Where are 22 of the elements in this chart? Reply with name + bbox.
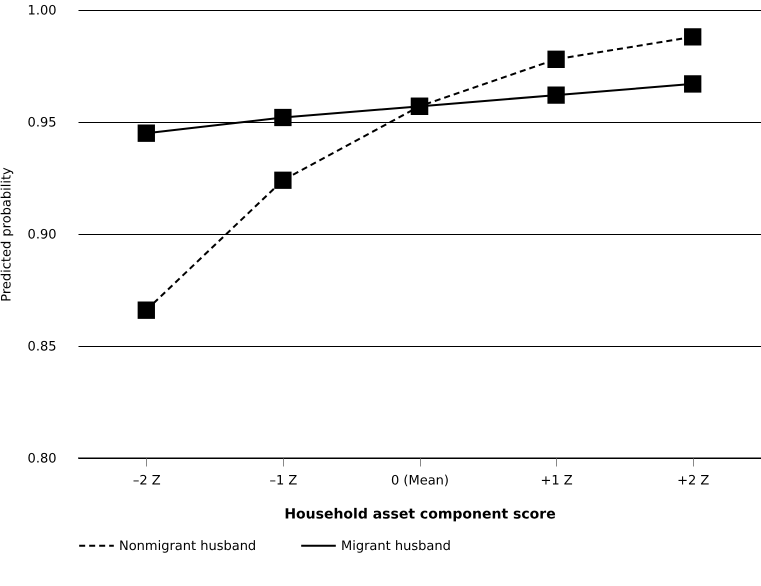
y-tick-label: 1.00	[28, 4, 56, 18]
x-tick-label: +1 Z	[540, 474, 573, 488]
legend-label: Nonmigrant husband	[119, 538, 256, 554]
point	[138, 124, 155, 142]
point	[684, 28, 702, 46]
y-axis-title: Predicted probability	[0, 166, 15, 302]
x-tick-label: 0 (Mean)	[391, 474, 449, 488]
point	[274, 108, 292, 126]
point	[547, 50, 565, 68]
y-tick-label: 0.80	[28, 452, 56, 466]
x-tick-label: –2 Z	[132, 474, 161, 488]
legend-label: Migrant husband	[341, 538, 451, 554]
point	[138, 302, 155, 319]
y-tick-label: 0.90	[28, 228, 56, 242]
point	[547, 86, 565, 104]
point	[684, 75, 702, 93]
point	[274, 172, 292, 189]
x-tick-label: +2 Z	[677, 474, 710, 488]
x-tick-label: –1 Z	[269, 474, 298, 488]
y-tick-label: 0.85	[28, 340, 56, 354]
y-tick-label: 0.95	[28, 116, 56, 130]
x-axis-title: Household asset component score	[284, 506, 556, 522]
